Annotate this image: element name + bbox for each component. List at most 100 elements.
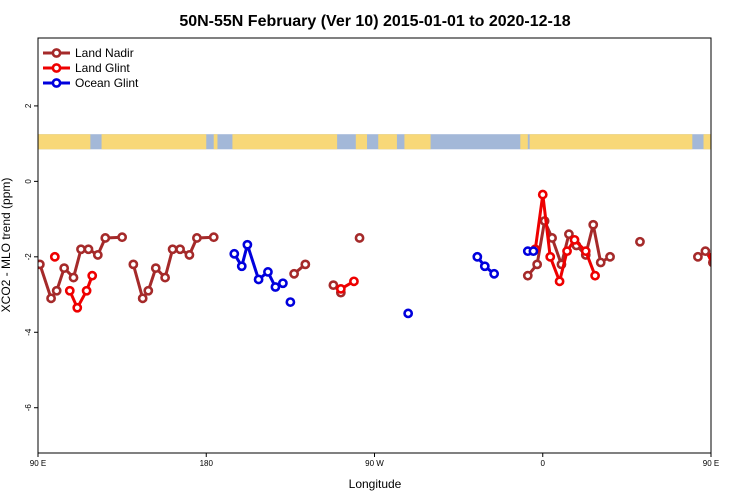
data-point	[595, 257, 606, 268]
land-band-segment	[404, 134, 431, 150]
data-point	[242, 239, 253, 250]
data-point	[328, 280, 339, 291]
land-band-segment	[378, 134, 397, 150]
data-point	[117, 232, 128, 243]
legend-item: Land Nadir	[43, 46, 134, 60]
data-point	[38, 259, 45, 270]
land-band-segment	[232, 134, 338, 150]
data-point	[64, 285, 75, 296]
y-tick-label: 2	[24, 103, 33, 108]
data-point	[46, 293, 56, 304]
data-point	[700, 246, 711, 257]
data-point	[92, 250, 103, 260]
data-point	[289, 268, 300, 279]
data-point	[479, 261, 490, 272]
data-point	[562, 246, 572, 257]
data-point	[236, 261, 247, 272]
data-point	[150, 263, 161, 274]
data-point	[564, 229, 574, 240]
x-axis-label: Longitude	[349, 477, 402, 491]
land-band-segment	[355, 134, 368, 150]
data-point	[545, 251, 556, 262]
x-tick-label: 90 E	[30, 459, 46, 468]
legend-label: Land Nadir	[75, 46, 134, 60]
data-point	[522, 270, 533, 281]
y-axis-ticks: 2 0 -2 -4 -6	[24, 103, 38, 411]
y-tick-label: -6	[24, 404, 33, 412]
legend-label: Ocean Glint	[75, 76, 139, 90]
data-point	[528, 246, 539, 257]
data-point	[263, 267, 273, 277]
data-point	[143, 285, 154, 296]
land-ocean-band	[38, 134, 711, 150]
x-axis-ticks: 90 E 180 90 W 0 90 E	[30, 453, 719, 468]
data-point	[537, 189, 548, 200]
y-axis-label: XCO2 - MLO trend (ppm)	[0, 178, 13, 313]
data-point	[229, 248, 240, 259]
data-point	[554, 276, 565, 287]
x-tick-label: 0	[541, 459, 546, 468]
land-band-segment	[529, 134, 693, 150]
data-point	[76, 244, 86, 255]
data-point	[208, 232, 219, 243]
y-tick-label: -2	[24, 253, 33, 261]
land-band-segment	[213, 134, 218, 150]
data-point	[472, 251, 483, 262]
data-point	[635, 236, 645, 247]
data-point	[72, 302, 83, 313]
y-tick-label: -4	[24, 328, 33, 336]
land-band-segment	[101, 134, 207, 150]
data-point	[184, 250, 195, 260]
land-band-segment	[520, 134, 528, 150]
y-tick-label: 0	[24, 179, 33, 184]
series-layer	[38, 189, 711, 319]
data-point	[87, 270, 98, 281]
chart-title: 50N-55N February (Ver 10) 2015-01-01 to …	[179, 13, 570, 30]
data-point	[693, 251, 703, 262]
data-point	[354, 233, 365, 243]
legend-item: Land Glint	[43, 61, 130, 75]
legend-marker	[51, 48, 62, 58]
data-point	[285, 297, 296, 307]
legend-marker	[51, 63, 62, 73]
land-band-segment	[703, 134, 711, 150]
series-ocean-glint	[229, 239, 539, 319]
data-point	[270, 282, 281, 292]
data-point	[403, 308, 414, 319]
data-point	[335, 283, 346, 294]
legend-item: Ocean Glint	[43, 76, 139, 90]
data-point	[532, 259, 543, 270]
data-point	[51, 285, 62, 296]
legend-label: Land Glint	[75, 61, 130, 75]
land-band-segment	[38, 134, 91, 150]
data-point	[128, 259, 139, 270]
data-point	[588, 219, 599, 230]
data-point	[300, 259, 311, 270]
legend-marker	[51, 78, 62, 88]
data-point	[605, 251, 615, 262]
data-point	[175, 244, 185, 255]
series-land-glint	[49, 189, 711, 313]
series-line	[68, 275, 94, 310]
data-point	[137, 293, 148, 304]
x-tick-label: 180	[200, 459, 214, 468]
data-point	[590, 270, 600, 281]
x-tick-label: 90 W	[365, 459, 384, 468]
data-point	[49, 251, 60, 262]
data-point	[59, 263, 70, 274]
data-point	[580, 246, 591, 257]
data-point	[569, 234, 580, 245]
x-tick-label: 90 E	[703, 459, 719, 468]
data-point	[81, 285, 92, 296]
data-point	[100, 233, 111, 243]
data-point	[68, 272, 79, 283]
data-point	[160, 272, 171, 283]
data-point	[253, 274, 264, 285]
data-point	[277, 278, 288, 289]
data-point	[83, 244, 94, 255]
data-point	[192, 233, 202, 243]
data-point	[349, 276, 359, 287]
